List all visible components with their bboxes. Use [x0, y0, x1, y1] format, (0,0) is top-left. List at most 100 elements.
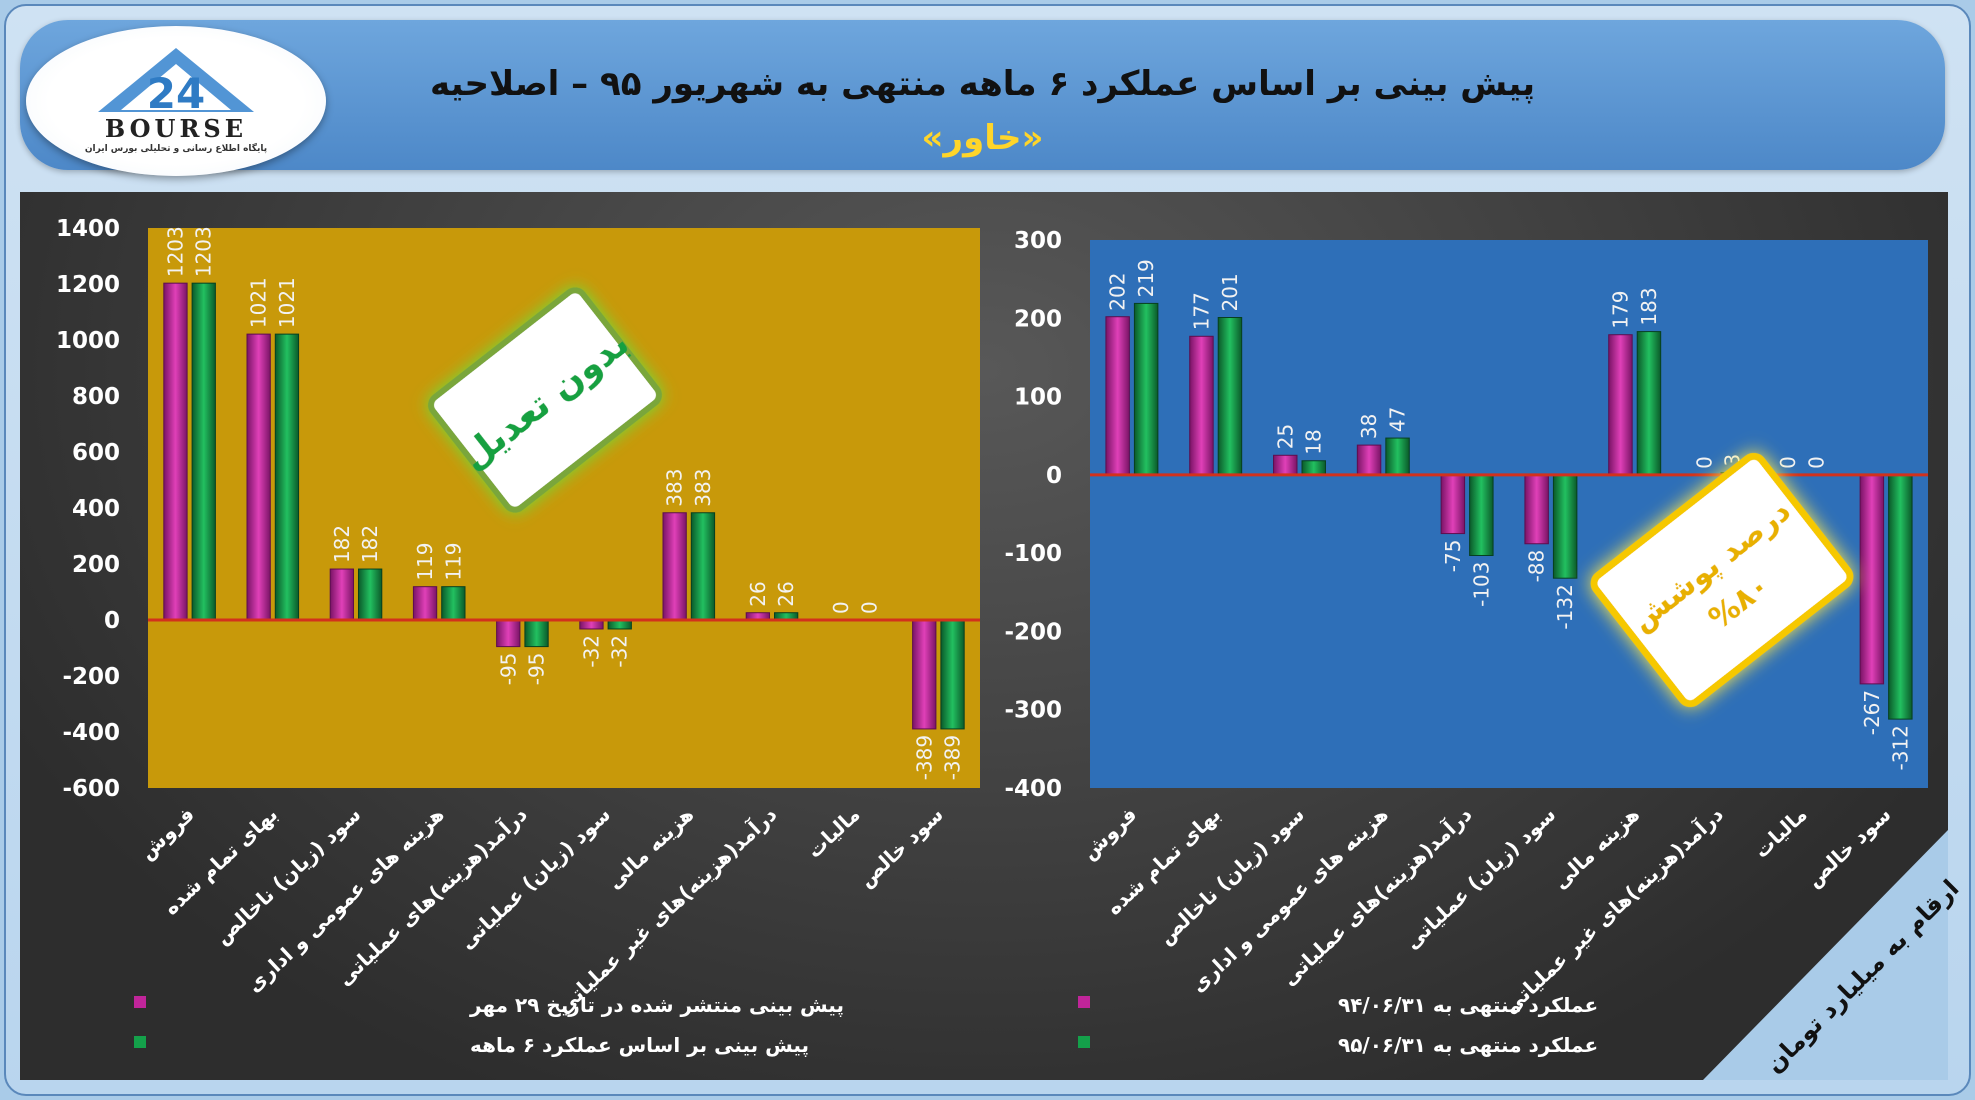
- data-label: -88: [1525, 550, 1549, 583]
- legend-marker: [1078, 996, 1090, 1008]
- y-tick-label: -100: [1004, 541, 1062, 567]
- bar-2: [1469, 474, 1494, 556]
- bar-1: [1524, 474, 1549, 545]
- bar-1: [912, 619, 937, 730]
- bar-2: [357, 568, 383, 621]
- bar-2: [1385, 437, 1410, 476]
- y-tick-label: -300: [1004, 698, 1062, 724]
- data-label: 38: [1357, 414, 1381, 439]
- category-label: مالیات: [802, 802, 865, 863]
- bar-1: [1105, 316, 1130, 476]
- y-tick-label: 0: [1046, 463, 1062, 489]
- legend-marker: [134, 1036, 146, 1048]
- data-label: 0: [1776, 456, 1800, 469]
- data-label: -95: [496, 653, 520, 686]
- data-label: 1203: [163, 226, 187, 277]
- bar-1: [496, 619, 521, 648]
- title-banner: پیش بینی بر اساس عملکرد ۶ ماهه منتهی به …: [20, 20, 1945, 170]
- data-label: 25: [1273, 424, 1297, 449]
- y-tick-label: -400: [62, 720, 120, 746]
- data-label: 0: [1805, 456, 1829, 469]
- bar-2: [441, 586, 466, 621]
- data-label: 18: [1302, 429, 1326, 454]
- y-tick-label: -600: [62, 776, 120, 802]
- y-tick-label: -400: [1004, 776, 1062, 802]
- bar-2: [1552, 474, 1578, 579]
- data-label: 183: [1637, 287, 1661, 325]
- category-label: سود (زیان) عملیاتی: [1400, 802, 1560, 954]
- y-tick-label: 1400: [56, 216, 120, 242]
- category-label: سود (زیان) ناخالص: [210, 802, 365, 949]
- data-label: -267: [1860, 690, 1884, 735]
- category-label: فروش: [1077, 802, 1141, 864]
- bar-2: [1888, 474, 1913, 720]
- category-label: فروش: [135, 802, 199, 864]
- bar-2: [1133, 302, 1159, 476]
- data-label: -32: [579, 635, 603, 668]
- y-tick-label: 1200: [56, 272, 120, 298]
- data-label: -95: [525, 653, 549, 686]
- y-tick-label: 600: [72, 440, 120, 466]
- page-title: پیش بینی بر اساس عملکرد ۶ ماهه منتهی به …: [430, 64, 1535, 104]
- bar-2: [191, 282, 216, 621]
- data-label: 219: [1134, 259, 1158, 297]
- bar-1: [163, 282, 188, 621]
- bar-2: [524, 619, 549, 648]
- data-label: 119: [413, 542, 437, 580]
- bar-1: [246, 333, 271, 621]
- bar-2: [1636, 331, 1662, 476]
- legend-entry: عملکرد منتهی به ۹۴/۰۶/۳۱: [1338, 993, 1598, 1017]
- bar-2: [274, 333, 300, 621]
- data-label: 383: [691, 469, 715, 507]
- data-label: 179: [1608, 291, 1632, 329]
- company-name: «خاور»: [921, 118, 1044, 158]
- data-label: 0: [857, 601, 881, 614]
- bar-2: [690, 512, 716, 621]
- bar-1: [329, 568, 355, 621]
- legend-marker: [1078, 1036, 1090, 1048]
- logo-tagline: پایگاه اطلاع رسانی و تحلیلی بورس ایران: [84, 144, 268, 154]
- logo-word: BOURSE: [104, 114, 248, 143]
- legend-entry: پیش بینی بر اساس عملکرد ۶ ماهه: [470, 1033, 809, 1058]
- data-label: 201: [1218, 273, 1242, 311]
- category-label: سود خالص: [1802, 802, 1896, 892]
- bar-2: [1217, 317, 1243, 476]
- y-tick-label: -200: [62, 664, 120, 690]
- data-label: -75: [1441, 540, 1465, 573]
- bourse24-logo: 24 BOURSE پایگاه اطلاع رسانی و تحلیلی بو…: [26, 26, 326, 176]
- data-label: 26: [746, 581, 770, 606]
- data-label: 119: [441, 542, 465, 580]
- data-label: 182: [330, 525, 354, 563]
- bar-2: [1301, 460, 1326, 476]
- data-label: 26: [774, 581, 798, 606]
- legend-entry: عملکرد منتهی به ۹۵/۰۶/۳۱: [1338, 1033, 1598, 1057]
- y-tick-label: 0: [104, 608, 120, 634]
- data-label: -389: [912, 735, 936, 780]
- legend-marker: [134, 996, 146, 1008]
- bar-1: [1273, 454, 1298, 476]
- y-tick-label: 1000: [56, 328, 120, 354]
- data-label: -389: [941, 735, 965, 780]
- data-label: 383: [663, 469, 687, 507]
- data-label: 1021: [247, 277, 271, 328]
- y-tick-label: -200: [1004, 619, 1062, 645]
- logo-mark-icon: 24: [98, 48, 254, 118]
- category-label: سود (زیان) عملیاتی: [455, 802, 615, 954]
- data-label: -103: [1469, 561, 1493, 606]
- bar-1: [1440, 474, 1466, 535]
- bar-1: [1859, 474, 1885, 685]
- data-label: 47: [1386, 407, 1410, 432]
- y-tick-label: 800: [72, 384, 120, 410]
- bar-1: [1189, 335, 1214, 476]
- bar-1: [1608, 334, 1633, 476]
- logo-number: 24: [147, 69, 205, 118]
- data-label: 0: [829, 601, 853, 614]
- y-tick-label: 300: [1014, 228, 1062, 254]
- data-label: -32: [608, 635, 632, 668]
- data-label: 1203: [192, 226, 216, 277]
- bar-2: [940, 619, 965, 730]
- data-label: 177: [1189, 292, 1213, 330]
- category-label: مالیات: [1749, 802, 1812, 863]
